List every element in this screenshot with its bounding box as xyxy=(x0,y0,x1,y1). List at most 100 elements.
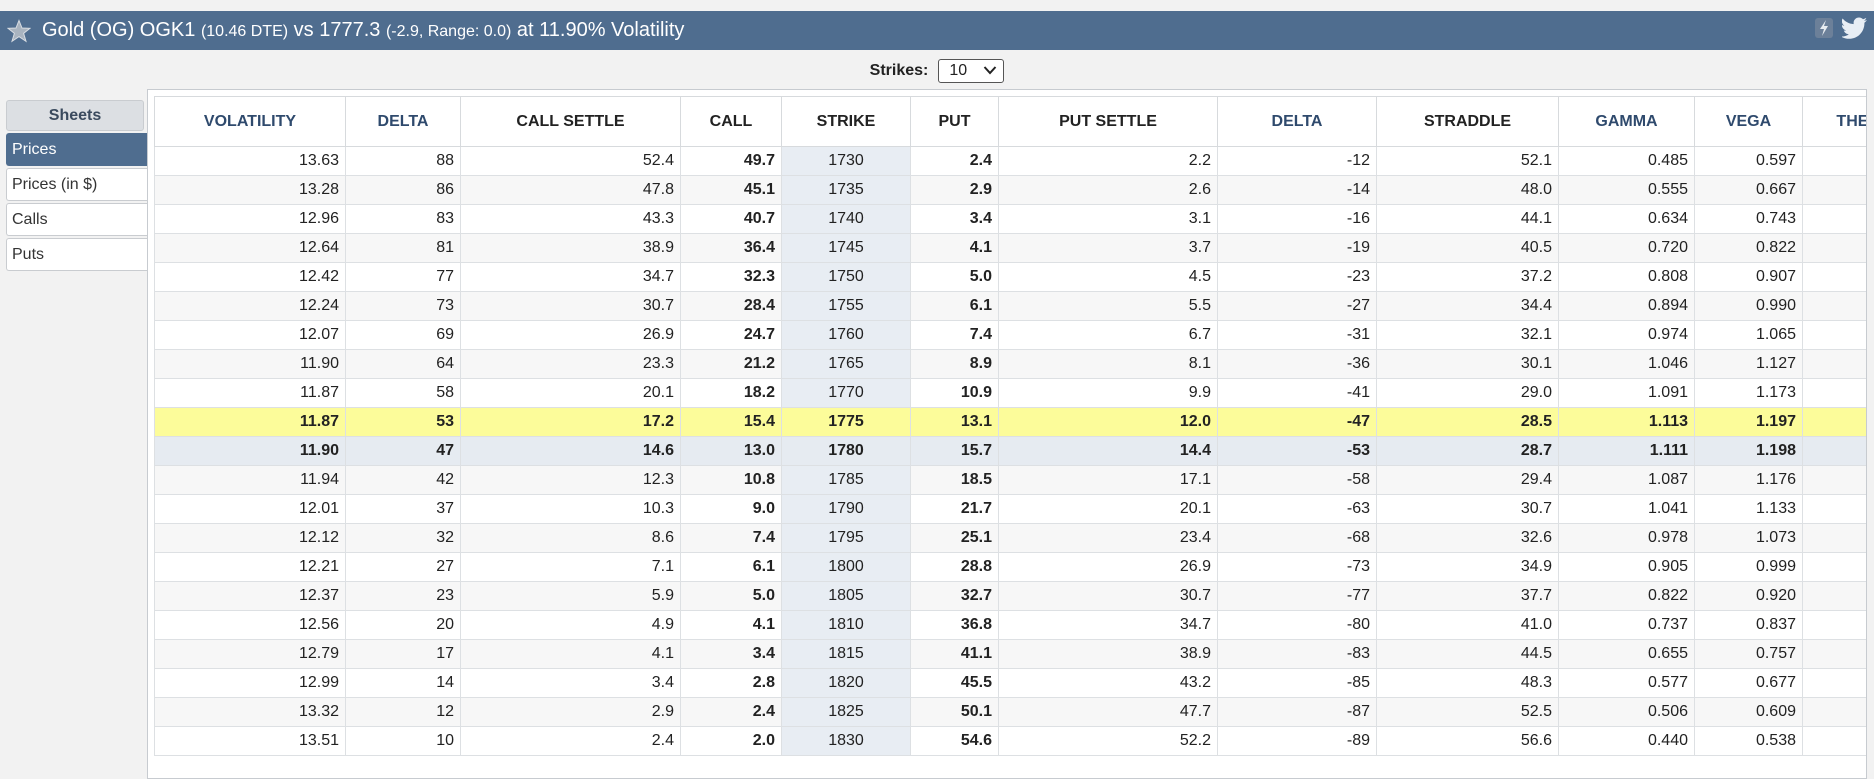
table-row[interactable]: 11.94 42 12.3 10.8 1785 18.5 17.1 -58 29.4 1.087 1… xyxy=(154,465,1866,495)
table-cell: 0.577 xyxy=(1558,668,1695,698)
table-row[interactable]: 12.21 27 7.1 6.1 1800 28.8 26.9 -73 34.9 0.905 0.9… xyxy=(154,552,1866,582)
table-cell: 81 xyxy=(345,233,461,263)
table-cell: 37 xyxy=(345,494,461,524)
table-row[interactable]: 12.96 83 43.3 40.7 1740 3.4 3.1 -16 44.1 0.634 0.7… xyxy=(154,204,1866,234)
table-row[interactable]: 13.51 10 2.4 2.0 1830 54.6 52.2 -89 56.6 0.440 0.5… xyxy=(154,726,1866,756)
table-cell: 0.907 xyxy=(1694,262,1803,292)
column-header[interactable]: STRADDLE xyxy=(1376,96,1559,147)
table-cell: 10.3 xyxy=(460,494,681,524)
table-cell: 1820 xyxy=(781,668,911,698)
table-cell: 1.041 xyxy=(1558,494,1695,524)
column-header[interactable]: CALL xyxy=(680,96,782,147)
table-cell: 83 xyxy=(345,204,461,234)
table-row[interactable]: 11.90 47 14.6 13.0 1780 15.7 14.4 -53 28.7 1.111 1… xyxy=(154,436,1866,466)
table-cell: 0.737 xyxy=(1558,610,1695,640)
table-row[interactable]: 12.12 32 8.6 7.4 1795 25.1 23.4 -68 32.6 0.978 1.0… xyxy=(154,523,1866,553)
flash-icon[interactable] xyxy=(1814,17,1834,44)
table-cell: -73 xyxy=(1217,552,1377,582)
column-header[interactable]: DELTA xyxy=(345,96,461,147)
table-cell: 30.7 xyxy=(460,291,681,321)
table-cell: 12.79 xyxy=(154,639,346,669)
column-header[interactable]: GAMMA xyxy=(1558,96,1695,147)
table-cell: 1780 xyxy=(781,436,911,466)
table-row[interactable]: 11.90 64 23.3 21.2 1765 8.9 8.1 -36 30.1 1.046 1.1… xyxy=(154,349,1866,379)
table-cell: 0.978 xyxy=(1558,523,1695,553)
table-cell: 1730 xyxy=(781,146,911,176)
table-cell: -0.501 xyxy=(1802,233,1866,263)
table-row[interactable]: 13.32 12 2.9 2.4 1825 50.1 47.7 -87 52.5 0.506 0.6… xyxy=(154,697,1866,727)
title-change: (-2.9, Range: 0.0) xyxy=(385,23,512,40)
table-cell: -23 xyxy=(1217,262,1377,292)
title-volatility: at 11.90% Volatility xyxy=(516,19,685,41)
table-cell: 17.1 xyxy=(998,465,1218,495)
table-row[interactable]: 12.01 37 10.3 9.0 1790 21.7 20.1 -63 30.7 1.041 1.… xyxy=(154,494,1866,524)
table-cell: 2.4 xyxy=(460,726,681,756)
table-cell: 1.091 xyxy=(1558,378,1695,408)
table-cell: -12 xyxy=(1217,146,1377,176)
star-icon[interactable] xyxy=(7,18,33,44)
table-cell: 12.0 xyxy=(998,407,1218,437)
table-cell: 2.9 xyxy=(460,697,681,727)
sheet-item-calls[interactable]: Calls xyxy=(6,203,148,236)
table-cell: 21.2 xyxy=(680,349,782,379)
table-row[interactable]: 12.99 14 3.4 2.8 1820 45.5 43.2 -85 48.3 0.577 0.6… xyxy=(154,668,1866,698)
table-cell: 12.07 xyxy=(154,320,346,350)
column-header[interactable]: PUT xyxy=(910,96,999,147)
table-row[interactable]: 12.56 20 4.9 4.1 1810 36.8 34.7 -80 41.0 0.737 0.8… xyxy=(154,610,1866,640)
table-row[interactable]: 13.63 88 52.4 49.7 1730 2.4 2.2 -12 52.1 0.485 0.5… xyxy=(154,146,1866,176)
column-header[interactable]: THETA xyxy=(1802,96,1866,147)
sheet-item-prices-dollar[interactable]: Prices (in $) xyxy=(6,168,148,201)
table-row[interactable]: 12.24 73 30.7 28.4 1755 6.1 5.5 -27 34.4 0.894 0.9… xyxy=(154,291,1866,321)
table-cell: 30.1 xyxy=(1376,349,1559,379)
table-row[interactable]: 13.28 86 47.8 45.1 1735 2.9 2.6 -14 48.0 0.555 0.6… xyxy=(154,175,1866,205)
table-cell: 1.198 xyxy=(1694,436,1803,466)
table-cell: 43.3 xyxy=(460,204,681,234)
table-row[interactable]: 11.87 53 17.2 15.4 1775 13.1 12.0 -47 28.5 1.113 1… xyxy=(154,407,1866,437)
table-cell: 12.99 xyxy=(154,668,346,698)
table-cell: 43.2 xyxy=(998,668,1218,698)
table-cell: 52.1 xyxy=(1376,146,1559,176)
column-header[interactable]: CALL SETTLE xyxy=(460,96,681,147)
table-row[interactable]: 12.64 81 38.9 36.4 1745 4.1 3.7 -19 40.5 0.720 0.8… xyxy=(154,233,1866,263)
title-vs: vs 1777.3 xyxy=(293,19,381,41)
table-row[interactable]: 12.07 69 26.9 24.7 1760 7.4 6.7 -31 32.1 0.974 1.0… xyxy=(154,320,1866,350)
table-cell: 2.4 xyxy=(680,697,782,727)
sheet-item-label: Prices xyxy=(12,140,57,158)
table-cell: 36.8 xyxy=(910,610,999,640)
table-cell: -47 xyxy=(1217,407,1377,437)
table-cell: 44.5 xyxy=(1376,639,1559,669)
table-cell: 30.7 xyxy=(1376,494,1559,524)
table-row[interactable]: 12.37 23 5.9 5.0 1805 32.7 30.7 -77 37.7 0.822 0.9… xyxy=(154,581,1866,611)
table-row[interactable]: 12.42 77 34.7 32.3 1750 5.0 4.5 -23 37.2 0.808 0.9… xyxy=(154,262,1866,292)
column-header[interactable]: STRIKE xyxy=(781,96,911,147)
table-cell: 1795 xyxy=(781,523,911,553)
table-row[interactable]: 11.87 58 20.1 18.2 1770 10.9 9.9 -41 29.0 1.091 1.… xyxy=(154,378,1866,408)
table-cell: 32.6 xyxy=(1376,523,1559,553)
table-cell: 5.9 xyxy=(460,581,681,611)
sheet-item-puts[interactable]: Puts xyxy=(6,238,148,271)
twitter-icon[interactable] xyxy=(1840,17,1868,44)
table-cell: 42 xyxy=(345,465,461,495)
table-cell: 41.0 xyxy=(1376,610,1559,640)
table-cell: -0.592 xyxy=(1802,552,1866,582)
sheet-item-prices[interactable]: Prices xyxy=(6,133,148,166)
strikes-select[interactable]: 10 xyxy=(938,59,1005,83)
table-cell: 0.822 xyxy=(1694,233,1803,263)
strikes-control: Strikes: 10 xyxy=(0,58,1874,84)
table-cell: 28.8 xyxy=(910,552,999,582)
column-header[interactable]: DELTA xyxy=(1217,96,1377,147)
table-cell: 0.757 xyxy=(1694,639,1803,669)
column-header[interactable]: VEGA xyxy=(1694,96,1803,147)
table-cell: 1785 xyxy=(781,465,911,495)
table-cell: 11.90 xyxy=(154,349,346,379)
column-header[interactable]: PUT SETTLE xyxy=(998,96,1218,147)
table-cell: 34.4 xyxy=(1376,291,1559,321)
table-cell: 13.32 xyxy=(154,697,346,727)
table-cell: 28.5 xyxy=(1376,407,1559,437)
table-cell: 0.538 xyxy=(1694,726,1803,756)
table-cell: 1.113 xyxy=(1558,407,1695,437)
table-cell: 18.5 xyxy=(910,465,999,495)
table-cell: -0.419 xyxy=(1802,668,1866,698)
table-row[interactable]: 12.79 17 4.1 3.4 1815 41.1 38.9 -83 44.5 0.655 0.7… xyxy=(154,639,1866,669)
column-header[interactable]: VOLATILITY xyxy=(154,96,346,147)
